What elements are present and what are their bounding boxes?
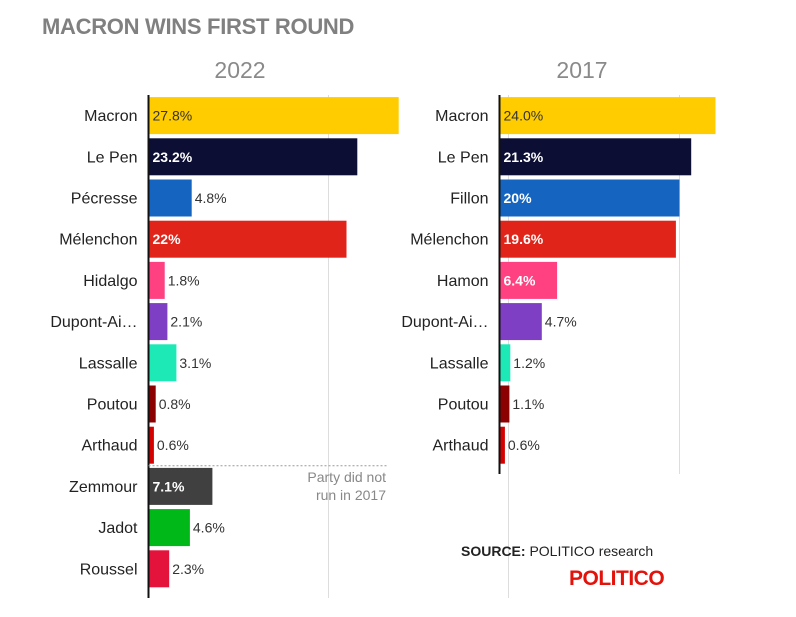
- chart2-value-label-8: 0.6%: [508, 437, 540, 453]
- chart2-category-label-3: Mélenchon: [410, 232, 488, 249]
- chart2-bar-4: [499, 261, 558, 299]
- chart1-bar-11: [148, 550, 170, 588]
- chart1-annotation-text-0: Party did not: [307, 469, 386, 485]
- chart2-bar-6: [499, 344, 511, 382]
- chart2-value-label-0: 24.0%: [504, 108, 544, 124]
- chart2-category-label-5: Dupont-Ai…: [401, 314, 488, 331]
- chart1-annotation-text-1: run in 2017: [316, 487, 386, 503]
- chart2-category-label-6: Lassalle: [430, 355, 489, 372]
- chart1-bar-5: [148, 303, 168, 341]
- chart1-category-label-0: Macron: [84, 108, 137, 125]
- chart1-bar-4: [148, 261, 165, 299]
- chart1-value-label-6: 3.1%: [179, 355, 211, 371]
- chart1-category-label-5: Dupont-Ai…: [50, 314, 137, 331]
- chart1-value-label-10: 4.6%: [193, 520, 225, 536]
- chart1-value-label-2: 4.8%: [195, 190, 227, 206]
- chart1-value-label-5: 2.1%: [170, 314, 202, 330]
- chart1-bar-3: [148, 220, 347, 258]
- chart1-value-label-0: 27.8%: [153, 108, 193, 124]
- chart1-value-label-11: 2.3%: [172, 561, 204, 577]
- chart1-category-label-8: Arthaud: [81, 438, 137, 455]
- chart1-bar-0: [148, 97, 399, 135]
- chart1-value-label-9: 7.1%: [153, 478, 185, 494]
- chart1-bar-10: [148, 509, 190, 547]
- chart1-bar-7: [148, 385, 156, 423]
- chart2-bar-5: [499, 303, 542, 341]
- chart1-category-label-4: Hidalgo: [83, 273, 137, 290]
- chart1-value-label-7: 0.8%: [159, 396, 191, 412]
- chart1-category-label-9: Zemmour: [69, 479, 138, 496]
- source-label: SOURCE:: [461, 543, 526, 559]
- chart2-category-label-4: Hamon: [437, 273, 489, 290]
- chart2-value-label-6: 1.2%: [513, 355, 545, 371]
- chart2-value-label-3: 19.6%: [504, 231, 544, 247]
- chart2-bar-7: [499, 385, 510, 423]
- chart2-category-label-0: Macron: [435, 108, 488, 125]
- chart2-bar-3: [499, 220, 676, 258]
- chart2-category-label-2: Fillon: [450, 191, 488, 208]
- chart2-bar-8: [499, 426, 505, 464]
- chart1-value-label-8: 0.6%: [157, 437, 189, 453]
- chart2-category-label-7: Poutou: [438, 397, 489, 414]
- chart1-bar-6: [148, 344, 177, 382]
- chart1-value-label-1: 23.2%: [153, 149, 193, 165]
- chart1-category-label-1: Le Pen: [87, 149, 138, 166]
- chart2-value-label-2: 20%: [504, 190, 533, 206]
- politico-logo: POLITICO: [569, 567, 665, 590]
- chart2-value-label-7: 1.1%: [512, 396, 544, 412]
- chart1-value-label-4: 1.8%: [168, 272, 200, 288]
- chart2-bar-0: [499, 97, 716, 135]
- chart2-bar-2: [499, 179, 680, 217]
- chart2-value-label-4: 6.4%: [504, 272, 536, 288]
- chart1-panel-title: 2022: [214, 57, 265, 83]
- chart2-category-label-8: Arthaud: [432, 438, 488, 455]
- chart1-bar-9: [148, 467, 213, 505]
- source-text: POLITICO research: [529, 543, 654, 559]
- chart1-bar-1: [148, 138, 358, 176]
- chart1-bar-2: [148, 179, 192, 217]
- chart1-category-label-11: Roussel: [80, 561, 138, 578]
- chart1-category-label-7: Poutou: [87, 397, 138, 414]
- chart2-bar-1: [499, 138, 692, 176]
- chart2-value-label-1: 21.3%: [504, 149, 544, 165]
- chart1-value-label-3: 22%: [153, 231, 182, 247]
- chart2-panel-title: 2017: [556, 57, 607, 83]
- chart2-value-label-5: 4.7%: [545, 314, 577, 330]
- chart1-category-label-10: Jadot: [98, 520, 138, 537]
- chart1-bar-8: [148, 426, 154, 464]
- chart-title: MACRON WINS FIRST ROUND: [42, 14, 355, 39]
- chart2-category-label-1: Le Pen: [438, 149, 489, 166]
- chart1-category-label-3: Mélenchon: [59, 232, 137, 249]
- chart1-category-label-2: Pécresse: [71, 191, 138, 208]
- source-note: SOURCE: POLITICO research: [461, 543, 653, 559]
- chart1-category-label-6: Lassalle: [79, 355, 138, 372]
